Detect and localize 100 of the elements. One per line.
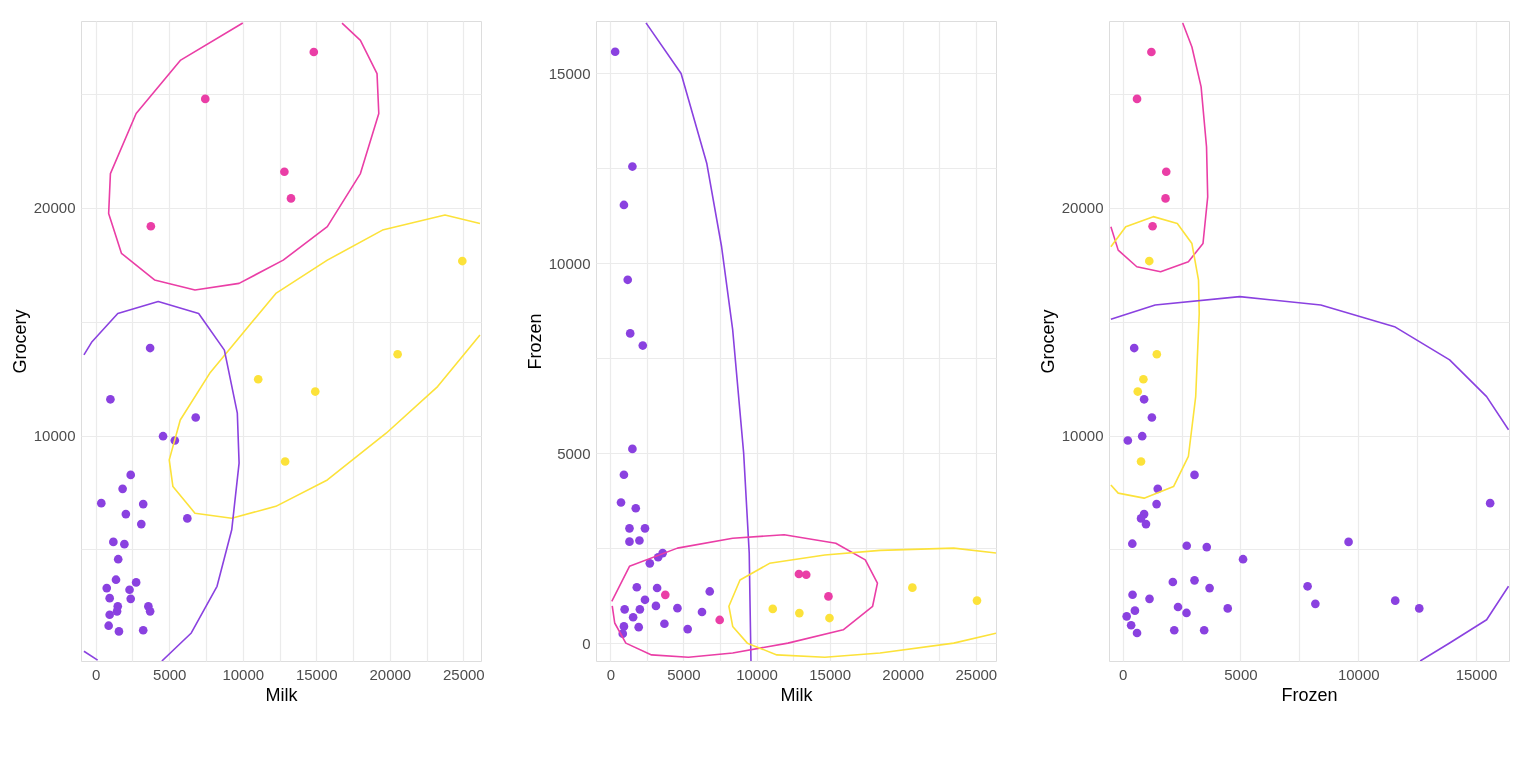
line-series: [610, 534, 879, 658]
point: [111, 575, 121, 585]
line-series: [728, 547, 996, 658]
point: [1182, 608, 1191, 618]
point: [126, 470, 136, 480]
point: [1169, 625, 1179, 635]
point: [131, 578, 141, 587]
point: [1137, 431, 1147, 441]
x-tick-label: 10000: [736, 665, 778, 683]
point: [616, 498, 626, 507]
point: [1139, 394, 1149, 404]
point: [652, 583, 662, 593]
point: [280, 167, 289, 177]
point: [1129, 343, 1139, 353]
point: [114, 627, 124, 636]
point: [121, 509, 131, 519]
point: [145, 343, 155, 353]
point: [118, 484, 127, 494]
point: [1141, 519, 1151, 529]
point: [1152, 349, 1162, 359]
point: [1311, 599, 1320, 609]
point: [309, 47, 319, 57]
point: [825, 613, 834, 623]
line-series: [168, 214, 481, 519]
point: [105, 593, 115, 603]
point: [635, 604, 645, 614]
x-tick-label: 25000: [442, 665, 485, 683]
point: [638, 341, 648, 350]
point: [182, 514, 192, 523]
point: [138, 625, 148, 635]
point: [158, 431, 168, 441]
point: [393, 349, 402, 359]
y-axis-title: Frozen: [524, 313, 545, 370]
point: [136, 519, 146, 529]
x-tick-label: 0: [1118, 665, 1128, 683]
point: [1133, 387, 1143, 396]
point: [1190, 470, 1199, 480]
point: [610, 47, 620, 57]
line-series: [107, 22, 380, 291]
point: [625, 329, 635, 338]
point: [138, 499, 148, 509]
point: [640, 524, 650, 533]
point: [1128, 590, 1137, 600]
line-series: [1110, 215, 1201, 499]
point: [1223, 604, 1233, 613]
point: [632, 582, 642, 592]
y-tick-label: 0: [582, 634, 591, 652]
point: [457, 256, 467, 266]
point: [191, 413, 201, 422]
point: [631, 503, 641, 513]
point: [1147, 413, 1157, 422]
point: [96, 498, 106, 508]
point: [619, 470, 629, 480]
point: [660, 590, 670, 600]
y-axis-title: Grocery: [1037, 309, 1058, 374]
point: [660, 619, 669, 629]
point: [1205, 583, 1214, 593]
point: [625, 524, 634, 533]
point: [1122, 612, 1131, 621]
x-tick-label: 5000: [153, 665, 187, 683]
point: [253, 374, 263, 384]
point: [1147, 47, 1156, 57]
point: [105, 610, 115, 620]
point: [705, 587, 715, 596]
point: [634, 622, 644, 632]
x-tick-label: 5000: [667, 665, 701, 683]
point: [1202, 542, 1212, 552]
point: [619, 200, 629, 210]
point: [1136, 514, 1146, 523]
point: [1238, 554, 1248, 564]
point: [1190, 576, 1199, 585]
x-tick-label: 25000: [955, 665, 998, 683]
point: [125, 585, 134, 595]
point: [112, 607, 122, 616]
y-tick-label: 5000: [557, 444, 591, 462]
point: [1130, 606, 1140, 615]
point: [104, 621, 113, 631]
point: [106, 394, 115, 404]
point: [620, 604, 629, 614]
x-tick-label: 0: [606, 665, 615, 683]
point: [102, 583, 112, 593]
y-tick-label: 15000: [548, 64, 591, 82]
point: [1123, 436, 1133, 445]
point: [824, 592, 833, 601]
point: [1168, 577, 1178, 587]
point: [1139, 374, 1148, 384]
point: [1199, 625, 1209, 635]
point: [200, 94, 210, 104]
point: [640, 595, 650, 605]
x-axis-title: Frozen: [1281, 684, 1338, 705]
point: [651, 601, 661, 611]
point: [1144, 256, 1154, 266]
point: [120, 539, 129, 549]
line-series: [1419, 585, 1509, 661]
x-tick-label: 20000: [369, 665, 412, 683]
point: [628, 162, 637, 171]
point: [1136, 457, 1146, 466]
point: [126, 594, 136, 604]
x-axis-title: Milk: [780, 684, 814, 705]
line-series: [83, 300, 240, 661]
